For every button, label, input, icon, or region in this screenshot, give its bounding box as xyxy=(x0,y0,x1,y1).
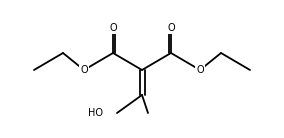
Text: O: O xyxy=(196,65,204,75)
Text: O: O xyxy=(109,23,117,33)
Text: O: O xyxy=(80,65,88,75)
Text: HO: HO xyxy=(88,108,103,118)
Text: O: O xyxy=(167,23,175,33)
